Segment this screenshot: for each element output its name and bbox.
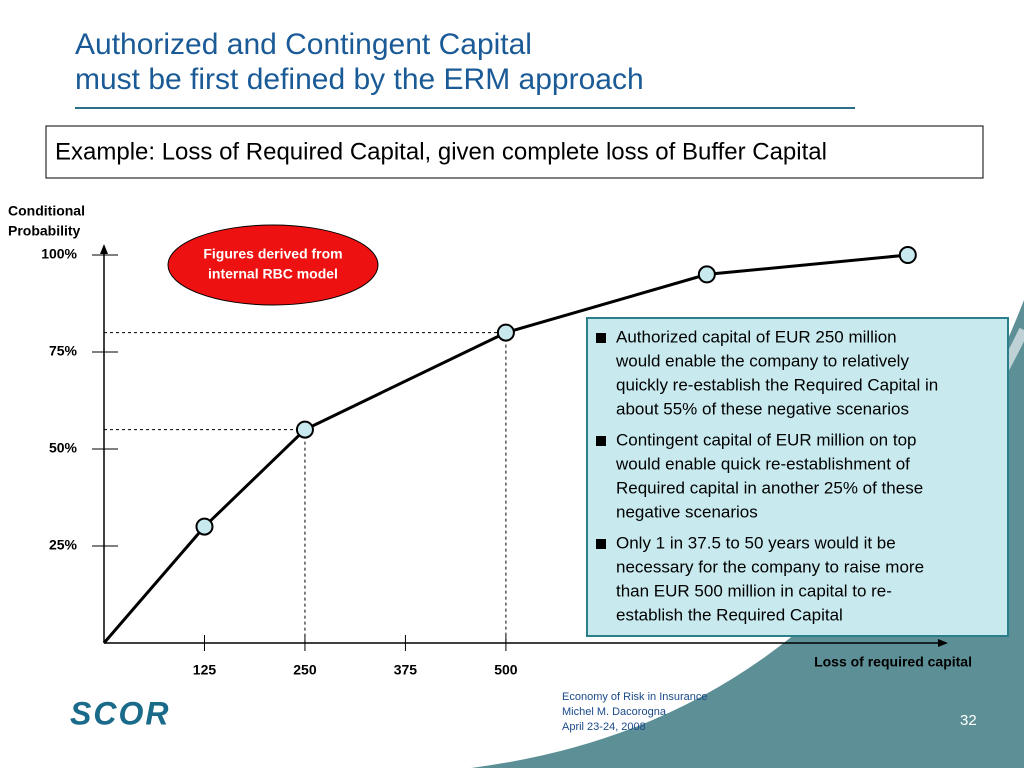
bullet-text: would enable quick re-establishment of: [615, 454, 910, 473]
data-point: [195, 517, 214, 536]
series-line: [102, 253, 908, 644]
footer-text: Michel M. Dacorogna: [562, 706, 667, 718]
example-box: [45, 125, 984, 179]
bullet-text: about 55% of these negative scenarios: [616, 399, 909, 418]
data-point: [898, 246, 917, 264]
bullet-text: Required capital in another 25% of these: [616, 478, 923, 497]
x-axis-label: Loss of required capital: [814, 654, 972, 670]
bullet-text: Only 1 in 37.5 to 50 years would it be: [616, 533, 896, 552]
x-tick-label: 125: [193, 662, 217, 678]
bullet-text: Authorized capital of EUR 250 million: [616, 327, 897, 346]
slide-title: Authorized and Contingent Capital: [75, 28, 532, 61]
x-tick-label: 500: [494, 662, 518, 678]
bullet-text: necessary for the company to raise more: [616, 557, 924, 576]
y-tick-label: 50%: [49, 440, 78, 456]
footer-text: Economy of Risk in Insurance: [562, 691, 708, 703]
bullet-text: than EUR 500 million in capital to re-: [616, 581, 892, 600]
x-axis-arrow: [938, 639, 948, 647]
note-ellipse: [167, 224, 379, 306]
decor-teal: [470, 300, 1024, 768]
bullet-marker: [596, 333, 606, 343]
note-text: internal RBC model: [208, 266, 338, 282]
bullet-text: establish the Required Capital: [616, 605, 843, 624]
bullet-text: quickly re-establish the Required Capita…: [616, 375, 938, 394]
bullet-text: negative scenarios: [616, 502, 758, 521]
y-tick-label: 25%: [49, 537, 78, 553]
data-point: [496, 323, 515, 342]
bullet-marker: [596, 436, 606, 446]
y-tick-label: 100%: [41, 246, 77, 262]
data-point: [697, 265, 716, 284]
footer-text: April 23-24, 2008: [562, 721, 646, 733]
y-tick-label: 75%: [49, 343, 78, 359]
x-tick-label: 375: [394, 662, 418, 678]
note-text: Figures derived from: [203, 246, 342, 262]
page-number: 32: [960, 712, 977, 729]
y-axis-label: Probability: [8, 223, 81, 239]
logo: SCOR: [70, 695, 170, 731]
bullet-text: Contingent capital of EUR million on top: [616, 430, 917, 449]
y-axis-arrow: [100, 244, 108, 254]
x-tick-label: 250: [293, 662, 317, 678]
y-axis-label: Conditional: [8, 203, 85, 219]
bullet-marker: [596, 539, 606, 549]
bullet-box: [586, 317, 1009, 637]
slide-title: must be first defined by the ERM approac…: [75, 63, 644, 96]
data-point: [295, 420, 314, 439]
example-text: Example: Loss of Required Capital, given…: [55, 138, 827, 165]
bullet-text: would enable the company to relatively: [615, 351, 909, 370]
